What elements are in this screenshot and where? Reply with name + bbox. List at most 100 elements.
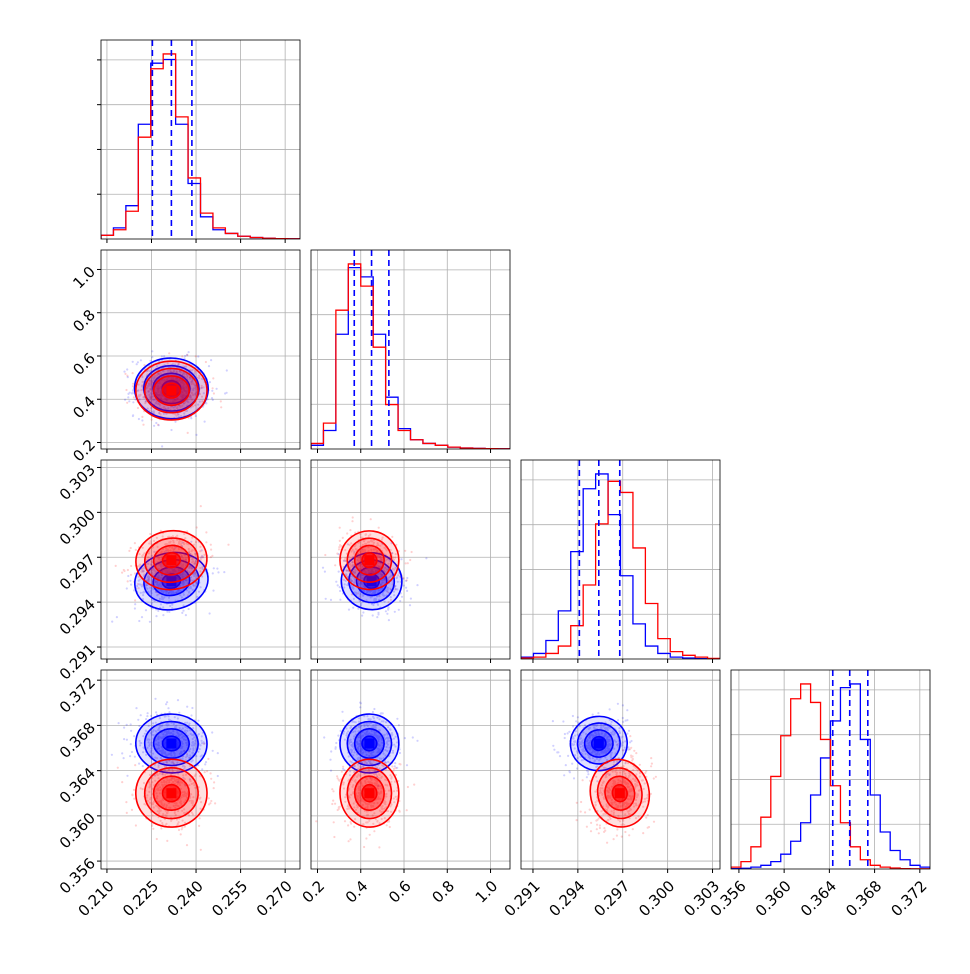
blue-histogram [311, 268, 510, 449]
blue-sample-point [155, 711, 157, 713]
red-sample-point [405, 562, 407, 564]
red-sample-point [186, 844, 188, 846]
histogram-panel [97, 40, 300, 243]
blue-sample-point [573, 777, 575, 779]
blue-sample-point [197, 355, 199, 357]
red-sample-point [211, 555, 213, 557]
blue-sample-point [567, 732, 569, 734]
red-sample-point [590, 830, 592, 832]
blue-sample-point [388, 607, 390, 609]
blue-sample-point [403, 585, 405, 587]
blue-sample-point [132, 401, 134, 403]
panel-content [521, 460, 720, 659]
red-sample-point [196, 526, 198, 528]
blue-sample-point [157, 610, 159, 612]
red-sample-point [128, 550, 130, 552]
red-sample-point [648, 826, 650, 828]
blue-sample-point [145, 609, 147, 611]
red-sample-point [210, 549, 212, 551]
blue-sample-point [409, 604, 411, 606]
red-sample-point [342, 537, 344, 539]
blue-sample-point [575, 720, 577, 722]
blue-sample-point [410, 598, 412, 600]
red-density-peak [166, 555, 176, 565]
blue-sample-point [416, 584, 418, 586]
blue-sample-point [145, 718, 147, 720]
blue-sample-point [586, 776, 588, 778]
red-sample-point [210, 800, 212, 802]
red-sample-point [603, 827, 605, 829]
blue-sample-point [128, 400, 130, 402]
blue-sample-point [138, 418, 140, 420]
panel-frame [101, 670, 300, 869]
blue-sample-point [394, 762, 396, 764]
blue-sample-point [129, 755, 131, 757]
blue-sample-point [191, 707, 193, 709]
blue-sample-point [166, 611, 168, 613]
red-sample-point [149, 533, 151, 535]
blue-sample-point [405, 580, 407, 582]
red-sample-point [398, 810, 400, 812]
blue-sample-point [342, 720, 344, 722]
red-sample-point [125, 801, 127, 803]
red-sample-point [582, 779, 584, 781]
blue-sample-point [127, 376, 129, 378]
red-sample-point [135, 824, 137, 826]
red-sample-point [152, 828, 154, 830]
blue-sample-point [127, 393, 129, 395]
panel-frame [311, 670, 510, 869]
red-sample-point [350, 821, 352, 823]
blue-sample-point [226, 369, 228, 371]
red-sample-point [606, 842, 608, 844]
blue-sample-point [130, 723, 132, 725]
blue-sample-point [352, 607, 354, 609]
blue-sample-point [123, 757, 125, 759]
red-sample-point [210, 772, 212, 774]
blue-sample-point [126, 587, 128, 589]
blue-sample-point [124, 399, 126, 401]
red-sample-point [599, 827, 601, 829]
red-sample-point [156, 838, 158, 840]
blue-sample-point [158, 424, 160, 426]
blue-sample-point [223, 571, 225, 573]
blue-sample-point [211, 731, 213, 733]
red-histogram [311, 264, 510, 449]
red-sample-point [624, 831, 626, 833]
blue-sample-point [338, 553, 340, 555]
red-sample-point [389, 826, 391, 828]
blue-sample-point [340, 730, 342, 732]
blue-sample-point [399, 752, 401, 754]
red-sample-point [404, 550, 406, 552]
red-sample-point [130, 547, 132, 549]
red-sample-point [338, 780, 340, 782]
blue-sample-point [357, 608, 359, 610]
red-sample-point [123, 569, 125, 571]
blue-sample-point [628, 730, 630, 732]
blue-sample-point [396, 767, 398, 769]
red-sample-point [347, 824, 349, 826]
red-sample-point [645, 817, 647, 819]
blue-sample-point [133, 735, 135, 737]
red-sample-point [117, 767, 119, 769]
red-sample-point [331, 788, 333, 790]
red-sample-point [378, 527, 380, 529]
red-sample-point [628, 834, 630, 836]
red-sample-point [220, 400, 222, 402]
red-sample-point [338, 546, 340, 548]
histogram-panel [521, 460, 720, 663]
blue-sample-point [138, 620, 140, 622]
blue-sample-point [129, 580, 131, 582]
red-sample-point [655, 776, 657, 778]
blue-sample-point [130, 730, 132, 732]
red-sample-point [206, 770, 208, 772]
red-sample-point [160, 827, 162, 829]
panel-frame [101, 250, 300, 449]
red-sample-point [141, 416, 143, 418]
blue-sample-point [386, 613, 388, 615]
blue-sample-point [201, 768, 203, 770]
blue-sample-point [412, 736, 414, 738]
red-sample-point [213, 787, 215, 789]
blue-sample-point [325, 598, 327, 600]
red-density-peak [166, 386, 176, 396]
red-sample-point [127, 569, 129, 571]
